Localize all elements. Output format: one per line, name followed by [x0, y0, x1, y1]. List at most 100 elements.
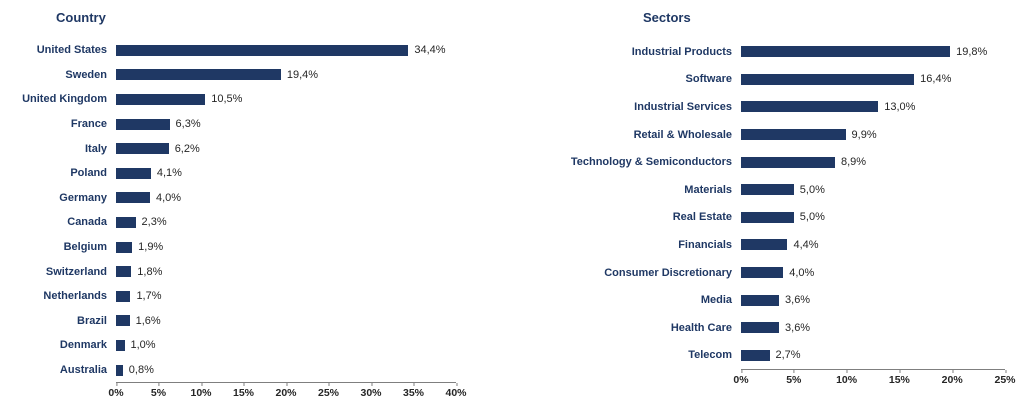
bar	[741, 322, 780, 334]
category-label: Belgium	[63, 241, 107, 253]
bar-row: Media 3,6%	[545, 286, 1005, 314]
value-label: 19,8%	[956, 45, 988, 58]
bar-row: Switzerland 1,8%	[16, 259, 456, 284]
category-label: Health Care	[670, 321, 732, 334]
category-label: Industrial Services	[634, 100, 732, 113]
bar	[741, 211, 794, 223]
bar-row: Canada 2,3%	[16, 210, 456, 235]
category-label: Netherlands	[43, 290, 107, 303]
value-label: 1,7%	[136, 290, 162, 303]
bar	[741, 239, 788, 251]
bar-row: Brazil 1,6%	[16, 309, 456, 334]
country-chart: Country United States 34,4% Sweden 19,4% Uni…	[16, 8, 467, 409]
category-label: Media	[700, 294, 732, 307]
bar	[741, 184, 794, 196]
value-label: 5,0%	[799, 211, 825, 224]
bar-track: 1,8%	[116, 266, 456, 278]
category-label: Financials	[678, 238, 732, 251]
bar-track: 16,4%	[741, 73, 1005, 85]
bar	[116, 167, 151, 179]
bar	[741, 267, 784, 279]
axis-tick-label: 20%	[941, 370, 963, 387]
category-label: Australia	[59, 363, 107, 376]
bar-track: 5,0%	[741, 211, 1005, 223]
value-label: 4,0%	[156, 191, 182, 204]
bar-row: Software 16,4%	[545, 66, 1005, 94]
bar-row: United Kingdom 10,5%	[16, 87, 456, 112]
bar-row: Telecom 2,7%	[545, 342, 1005, 370]
bar	[116, 364, 123, 376]
bar-row: Retail & Wholesale 9,9%	[545, 121, 1005, 149]
bar	[741, 156, 835, 168]
category-label: France	[70, 118, 107, 131]
value-label: 8,9%	[840, 156, 867, 169]
bar	[116, 44, 409, 56]
bar-row: Italy 6,2%	[16, 136, 456, 161]
bar-track: 9,9%	[741, 129, 1005, 141]
bar	[116, 192, 150, 204]
bar-row: Industrial Services 13,0%	[545, 93, 1005, 121]
category-label: Brazil	[77, 314, 107, 327]
axis-tick-label: 25%	[994, 370, 1016, 387]
bar-row: Technology & Semiconductors 8,9%	[545, 148, 1005, 176]
value-label: 6,2%	[174, 142, 200, 155]
value-label: 2,7%	[775, 349, 801, 362]
bar	[116, 290, 131, 302]
value-label: 19,4%	[286, 68, 319, 81]
value-label: 4,4%	[793, 238, 819, 251]
value-label: 5,0%	[799, 183, 825, 196]
bar	[116, 143, 169, 155]
country-chart-title: Country	[56, 10, 106, 25]
bar-track: 13,0%	[741, 101, 1005, 113]
bar-row: Financials 4,4%	[545, 231, 1005, 259]
axis-tick-label: 20%	[275, 383, 297, 400]
country-x-axis: 0% 5% 10% 15% 20% 25% 30% 35% 40%	[108, 382, 467, 404]
bar-track: 4,1%	[116, 167, 456, 179]
bar-track: 6,3%	[116, 118, 456, 130]
value-label: 13,0%	[884, 100, 916, 113]
country-bar-rows: United States 34,4% Sweden 19,4% United King…	[16, 38, 456, 382]
value-label: 1,0%	[130, 339, 156, 352]
bar-row: France 6,3%	[16, 112, 456, 137]
value-label: 2,3%	[141, 216, 167, 229]
axis-tick-label: 15%	[888, 370, 910, 387]
bar-row: Denmark 1,0%	[16, 333, 456, 358]
bar-track: 1,0%	[116, 339, 456, 351]
axis-tick-label: 0%	[108, 383, 124, 400]
bar	[741, 101, 879, 113]
category-label: Consumer Discretionary	[604, 266, 732, 279]
bar-track: 34,4%	[116, 44, 456, 56]
category-label: Sweden	[65, 68, 107, 81]
value-label: 3,6%	[785, 321, 811, 334]
bar-track: 10,5%	[116, 93, 456, 105]
bar-track: 19,8%	[741, 46, 1005, 58]
bar-row: Real Estate 5,0%	[545, 204, 1005, 232]
axis-tick-label: 5%	[786, 370, 802, 387]
value-label: 4,1%	[156, 167, 182, 180]
bar-row: Industrial Products 19,8%	[545, 38, 1005, 66]
bar-row: Sweden 19,4%	[16, 63, 456, 88]
category-label: Technology & Semiconductors	[570, 156, 732, 169]
category-label: Switzerland	[45, 265, 107, 278]
sectors-bar-rows: Industrial Products 19,8% Software 16,4% Ind…	[545, 38, 1005, 369]
bar	[741, 349, 770, 361]
value-label: 3,6%	[785, 294, 811, 307]
bar	[116, 315, 130, 327]
value-label: 4,0%	[789, 266, 815, 279]
bar-track: 3,6%	[741, 294, 1005, 306]
bar-row: Germany 4,0%	[16, 186, 456, 211]
bar-track: 1,7%	[116, 290, 456, 302]
bar	[116, 216, 136, 228]
bar-row: Australia 0,8%	[16, 358, 456, 383]
value-label: 10,5%	[211, 93, 243, 106]
bar-row: Poland 4,1%	[16, 161, 456, 186]
bar-row: Consumer Discretionary 4,0%	[545, 259, 1005, 287]
bar-track: 2,7%	[741, 349, 1005, 361]
bar-track: 4,0%	[741, 267, 1005, 279]
bar-track: 1,9%	[116, 241, 456, 253]
bar	[116, 339, 125, 351]
bar-row: Health Care 3,6%	[545, 314, 1005, 342]
category-label: United States	[36, 44, 107, 57]
bar-track: 19,4%	[116, 69, 456, 81]
